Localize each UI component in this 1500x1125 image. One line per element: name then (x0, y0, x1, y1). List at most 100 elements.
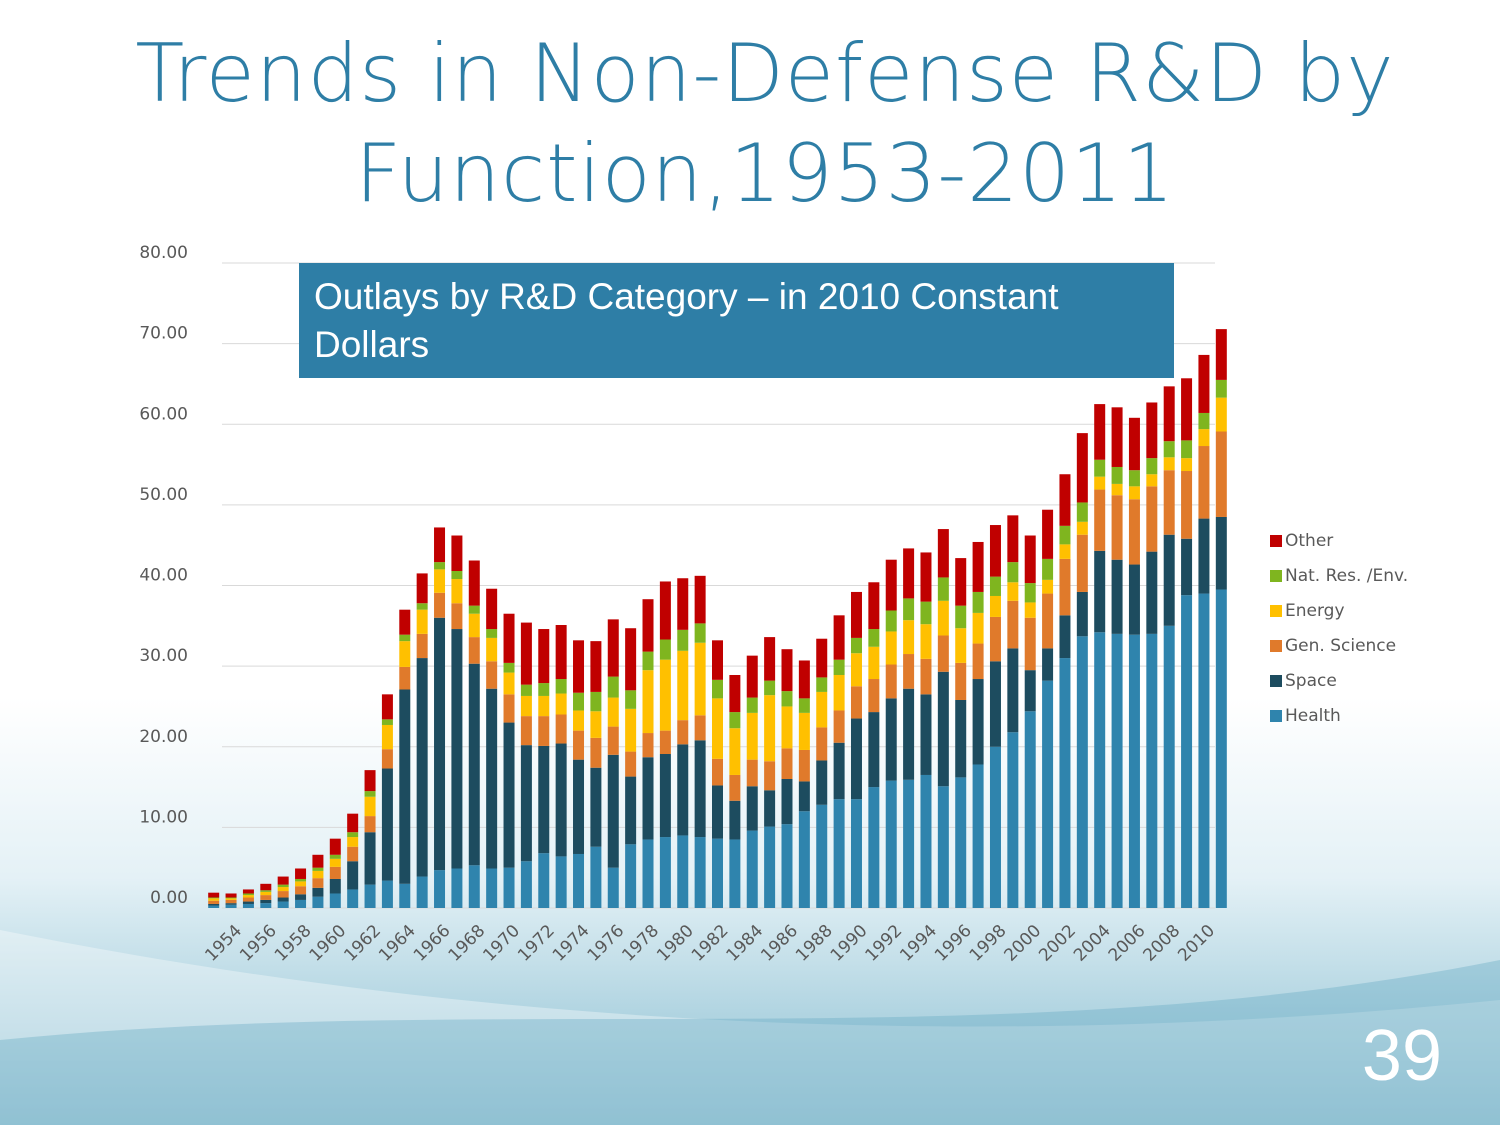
bar-segment (1181, 595, 1193, 908)
bar-segment (885, 559, 897, 611)
x-tick-label: 1954 (201, 921, 246, 966)
bar-segment (642, 757, 654, 840)
bar-segment (1215, 589, 1227, 908)
bar-segment (607, 676, 619, 698)
bar-segment (607, 754, 619, 868)
x-tick-label: 1990 (827, 921, 872, 966)
y-tick-label: 40.00 (139, 566, 188, 586)
bar-segment (937, 635, 949, 672)
bar-segment (816, 760, 828, 805)
bar-segment (364, 832, 376, 885)
x-tick-label: 1980 (653, 921, 698, 966)
bar-segment (694, 715, 706, 741)
bar-segment (555, 714, 567, 744)
y-tick-label: 0.00 (150, 888, 188, 908)
bar-segment (729, 712, 741, 729)
bar-segment (1059, 474, 1071, 526)
bar-segment (885, 698, 897, 781)
bar-segment (833, 710, 845, 743)
bar-segment (399, 689, 411, 884)
bar-segment (712, 698, 723, 759)
bar-segment (225, 898, 237, 900)
bar-segment (295, 881, 307, 887)
bar-segment (1059, 615, 1071, 659)
bar-segment (1181, 440, 1193, 459)
bar-segment (225, 903, 237, 905)
x-tick-label: 1972 (514, 921, 559, 966)
bar-segment (416, 658, 428, 877)
bar-segment (295, 886, 307, 895)
legend-label: Other (1285, 531, 1333, 551)
bar-segment (903, 620, 915, 655)
bar-segment (764, 826, 776, 908)
bar-segment (1076, 636, 1088, 908)
bar-segment (955, 662, 967, 700)
bar-segment (885, 610, 897, 632)
bar-segment (416, 633, 428, 659)
bar-segment (798, 660, 810, 699)
bar-segment (208, 892, 220, 898)
bar-segment (451, 535, 463, 571)
bar-segment (1163, 441, 1175, 458)
y-tick-label: 20.00 (139, 727, 188, 747)
bar-segment (1094, 459, 1106, 477)
bar-segment (989, 746, 1001, 908)
bar-segment (573, 710, 585, 731)
bar-segment (1128, 634, 1140, 908)
annotation: Outlays by R&D Category – in 2010 Consta… (299, 263, 1174, 378)
x-tick-label: 2000 (1001, 921, 1046, 966)
bar-segment (607, 697, 619, 727)
bar-segment (746, 830, 758, 908)
bar-segment (659, 730, 671, 755)
bar-segment (746, 712, 758, 760)
bar-segment (451, 570, 463, 580)
bar-segment (208, 900, 220, 904)
bar-segment (451, 579, 463, 604)
bar-segment (850, 799, 862, 908)
bar-segment (1146, 402, 1158, 459)
bar-segment (1042, 593, 1054, 649)
bar-segment (972, 612, 984, 644)
bar-segment (486, 661, 498, 689)
bar-segment (520, 684, 532, 696)
bar-segment (347, 837, 359, 847)
bar-segment (850, 637, 862, 654)
bar-segment (347, 846, 359, 862)
bar-segment (1181, 378, 1193, 441)
bar-segment (520, 716, 532, 746)
bar-segment (1198, 412, 1210, 430)
bar-segment (486, 629, 498, 638)
bar-segment (260, 899, 272, 904)
bar-segment (1024, 711, 1036, 908)
bar-segment (1128, 499, 1140, 565)
bar-segment (312, 896, 324, 908)
bar-segment (1007, 582, 1019, 601)
bar-segment (242, 893, 254, 896)
bar-segment (416, 876, 428, 908)
bar-segment (381, 694, 393, 720)
bar-segment (538, 695, 550, 717)
bar-segment (555, 743, 567, 857)
bar-segment (659, 659, 671, 731)
bar-segment (694, 837, 706, 908)
wave (0, 930, 1500, 1125)
bar-segment (434, 592, 446, 618)
bar-segment (989, 661, 1001, 747)
legend-label: Health (1285, 706, 1341, 726)
x-tick-label: 1958 (271, 921, 316, 966)
bar-segment (920, 774, 932, 908)
x-tick-label: 1970 (479, 921, 524, 966)
bar-segment (1024, 535, 1036, 584)
bar-segment (1146, 486, 1158, 552)
bar-segment (225, 899, 237, 904)
bar-segment (520, 745, 532, 862)
bar-segment (1163, 457, 1175, 471)
bar-segment (816, 677, 828, 692)
bar-segment (555, 625, 567, 680)
bar-segment (451, 868, 463, 908)
bar-segment (260, 895, 272, 900)
bar-segment (486, 868, 498, 908)
bar-segment (1128, 470, 1140, 487)
bar-segment (1198, 518, 1210, 594)
bar-segment (937, 600, 949, 636)
